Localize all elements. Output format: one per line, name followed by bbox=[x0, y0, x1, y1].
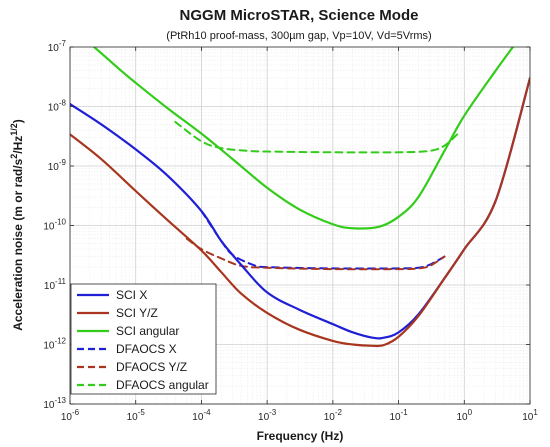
legend-label-sci-y-z: SCI Y/Z bbox=[116, 306, 158, 320]
x-tick-label: 10-6 bbox=[61, 408, 80, 423]
x-tick-label: 10-3 bbox=[258, 408, 277, 423]
x-tick-base: 10 bbox=[258, 412, 270, 423]
y-tick-label: 10-10 bbox=[43, 218, 66, 233]
x-tick-label: 101 bbox=[522, 408, 538, 423]
y-tick-label: 10-8 bbox=[48, 99, 67, 114]
x-tick-base: 10 bbox=[456, 412, 468, 423]
x-tick-exponent: -6 bbox=[72, 408, 80, 417]
y-axis-label: Acceleration noise (m or rad/s2/Hz1/2) bbox=[9, 119, 25, 331]
x-tick-exponent: -2 bbox=[335, 408, 343, 417]
x-tick-exponent: -1 bbox=[401, 408, 409, 417]
y-tick-label: 10-13 bbox=[43, 396, 66, 411]
y-tick-exponent: -9 bbox=[59, 158, 67, 167]
x-tick-exponent: -3 bbox=[269, 408, 277, 417]
series-layer bbox=[70, 47, 530, 348]
legend-box bbox=[70, 283, 217, 395]
x-tick-exponent: 1 bbox=[533, 408, 538, 417]
y-axis-label-end: ) bbox=[11, 119, 25, 123]
y-tick-exponent: -11 bbox=[55, 277, 67, 286]
y-tick-base: 10 bbox=[44, 281, 56, 292]
y-tick-label: 10-12 bbox=[43, 337, 66, 352]
x-tick-exponent: 0 bbox=[468, 408, 473, 417]
y-tick-base: 10 bbox=[48, 43, 60, 54]
x-tick-label: 10-1 bbox=[389, 408, 408, 423]
y-tick-exponent: -12 bbox=[54, 337, 66, 346]
legend-label-sci-x: SCI X bbox=[116, 288, 147, 302]
y-tick-label: 10-11 bbox=[44, 277, 67, 292]
legend: SCI X SCI Y/Z SCI angular DFAOCS X DFAOCS Y/… bbox=[70, 283, 217, 395]
y-tick-label: 10-9 bbox=[48, 158, 67, 173]
x-tick-labels: 10-6 10-5 10-4 10-3 10-2 10-1 100 101 bbox=[61, 408, 538, 423]
x-tick-base: 10 bbox=[61, 412, 73, 423]
series-line-dfaocs-angular bbox=[174, 120, 459, 154]
x-tick-base: 10 bbox=[127, 412, 139, 423]
y-tick-exponent: -13 bbox=[54, 396, 66, 405]
y-tick-base: 10 bbox=[48, 103, 60, 114]
chart-title: NGGM MicroSTAR, Science Mode bbox=[180, 7, 419, 24]
y-tick-exponent: -10 bbox=[54, 218, 66, 227]
x-tick-label: 10-5 bbox=[127, 408, 146, 423]
x-tick-exponent: -5 bbox=[138, 408, 146, 417]
y-axis-label-mid: /Hz bbox=[11, 136, 25, 154]
y-tick-base: 10 bbox=[43, 400, 55, 411]
y-tick-exponent: -8 bbox=[59, 99, 67, 108]
x-tick-base: 10 bbox=[192, 412, 204, 423]
y-axis-label-sup1: 2 bbox=[9, 154, 19, 159]
y-tick-base: 10 bbox=[43, 222, 55, 233]
legend-label-dfaocs-angular: DFAOCS angular bbox=[116, 378, 209, 392]
legend-items: SCI X SCI Y/Z SCI angular DFAOCS X DFAOCS Y/… bbox=[77, 288, 209, 392]
x-tick-label: 10-4 bbox=[192, 408, 211, 423]
x-tick-base: 10 bbox=[324, 412, 336, 423]
chart-subtitle: (PtRh10 proof-mass, 300µm gap, Vp=10V, V… bbox=[166, 30, 431, 42]
series-line-sci-angular bbox=[92, 47, 515, 230]
x-axis-label: Frequency (Hz) bbox=[257, 429, 344, 443]
x-tick-base: 10 bbox=[522, 412, 534, 423]
legend-label-dfaocs-x: DFAOCS X bbox=[116, 342, 177, 356]
y-tick-label: 10-7 bbox=[48, 39, 67, 54]
y-tick-base: 10 bbox=[43, 341, 55, 352]
series-line-sci-y-z bbox=[70, 77, 530, 348]
series-line-dfaocs-y-z bbox=[185, 237, 446, 271]
legend-label-dfaocs-y-z: DFAOCS Y/Z bbox=[116, 360, 187, 374]
x-tick-base: 10 bbox=[389, 412, 401, 423]
x-tick-label: 10-2 bbox=[324, 408, 343, 423]
y-axis-label-main: Acceleration noise (m or rad/s bbox=[11, 158, 25, 330]
y-tick-base: 10 bbox=[48, 162, 60, 173]
legend-label-sci-angular: SCI angular bbox=[116, 324, 179, 338]
x-tick-exponent: -4 bbox=[203, 408, 211, 417]
x-tick-label: 100 bbox=[456, 408, 472, 423]
y-axis-label-sup2: 1/2 bbox=[9, 123, 19, 136]
y-tick-exponent: -7 bbox=[59, 39, 67, 48]
